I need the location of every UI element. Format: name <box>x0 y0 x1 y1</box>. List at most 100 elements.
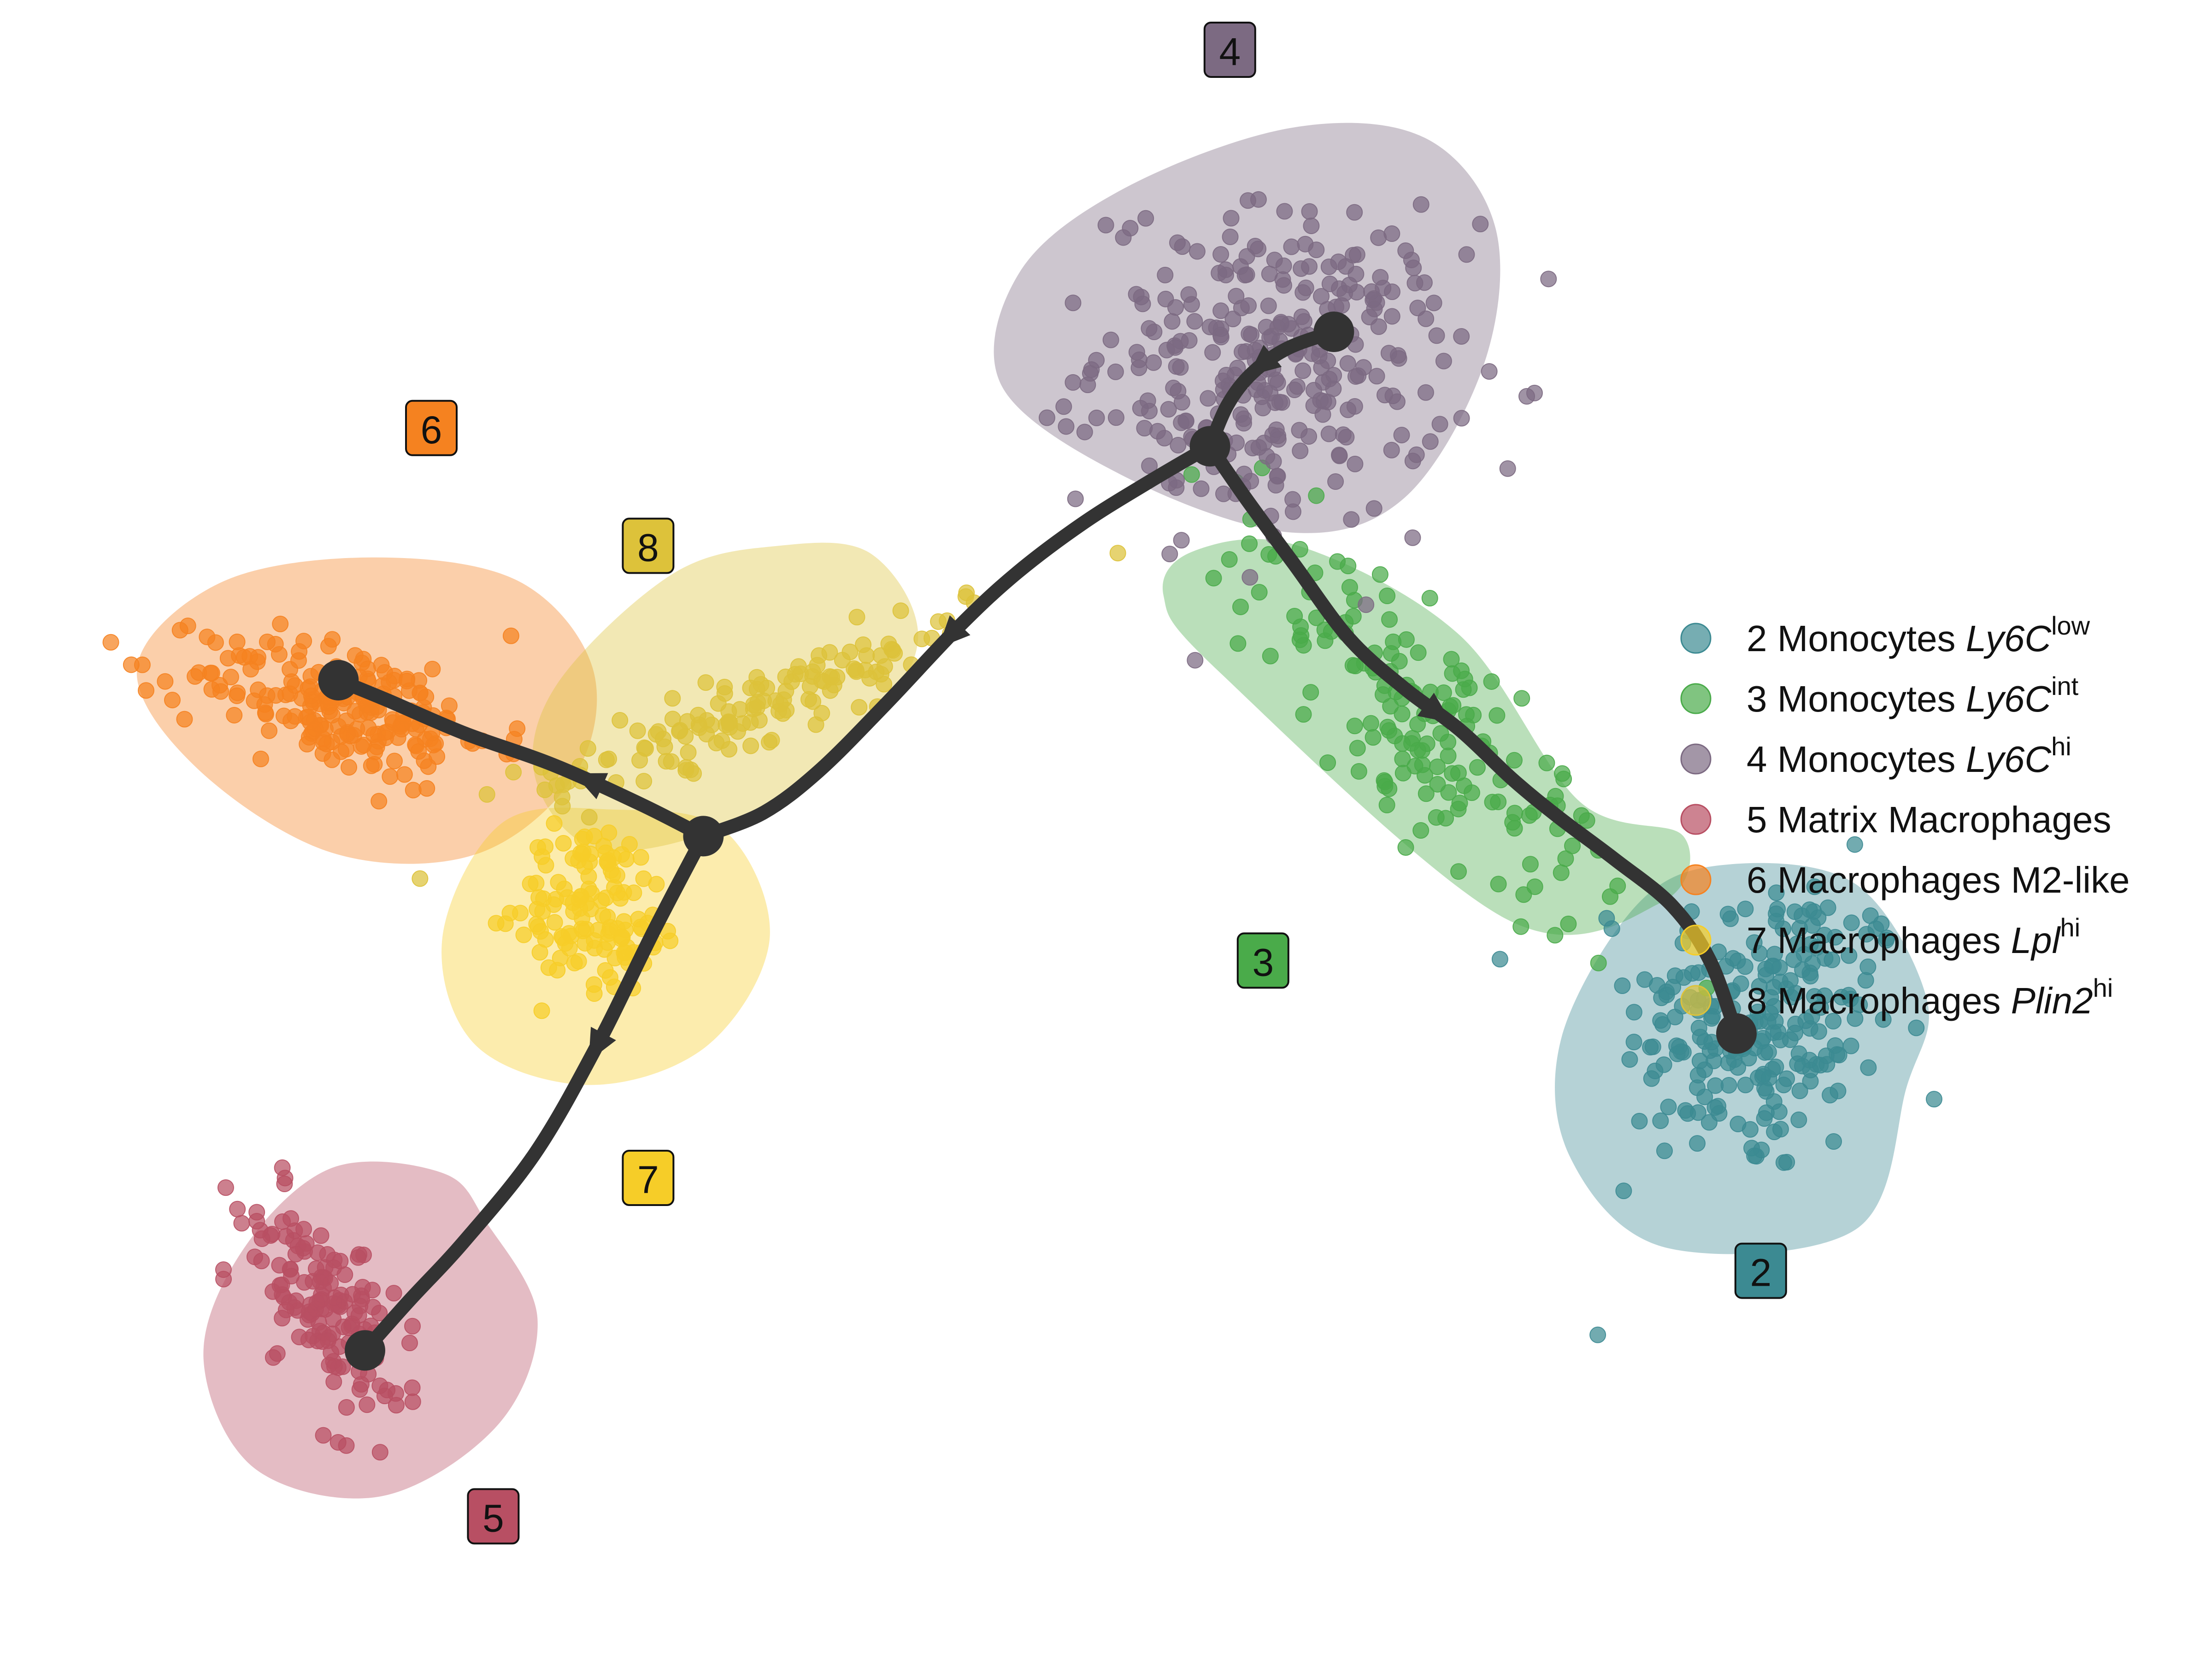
cell-point <box>1655 1056 1672 1073</box>
cell-point <box>1222 228 1239 245</box>
cell-point <box>1134 295 1151 312</box>
trajectory-arrow-2 <box>1417 693 1452 723</box>
cell-point <box>1431 416 1448 433</box>
cell-point <box>533 1002 550 1019</box>
cell-point <box>1193 480 1210 497</box>
cell-point <box>385 1285 402 1302</box>
cell-point <box>1573 807 1590 824</box>
cell-point <box>199 629 216 646</box>
cell-point <box>1212 302 1230 319</box>
cell-point <box>338 1437 355 1454</box>
cell-point <box>364 1282 381 1299</box>
cell-point <box>315 1427 332 1444</box>
cell-point <box>283 1268 300 1285</box>
cell-point <box>553 928 570 945</box>
cell-point <box>1409 716 1426 733</box>
cell-point <box>546 815 563 832</box>
cell-point <box>1822 1087 1839 1104</box>
cell-point <box>1301 203 1318 220</box>
cell-point <box>1317 632 1334 649</box>
cell-point <box>1291 541 1308 558</box>
cell-point <box>1444 665 1461 682</box>
cell-point <box>1625 1034 1642 1051</box>
cell-point <box>1232 258 1249 275</box>
cell-point <box>1130 359 1147 377</box>
cell-point <box>555 835 572 852</box>
cluster-badge-6: 6 <box>405 400 458 456</box>
cell-point <box>1908 1019 1925 1036</box>
legend-item-5: 5 Matrix Macrophages <box>1680 799 2111 840</box>
legend-item-3: 3 Monocytes Ly6Cint <box>1680 671 2079 719</box>
cell-point <box>1321 276 1338 293</box>
cell-point <box>1186 313 1203 330</box>
cell-point <box>1270 427 1287 444</box>
cell-point <box>215 1271 232 1288</box>
cell-point <box>1378 796 1395 813</box>
trajectory-arrow-3 <box>938 615 971 648</box>
cell-point <box>365 726 382 743</box>
cell-point <box>1157 290 1174 307</box>
cell-point <box>1368 294 1385 311</box>
cell-point <box>1700 1114 1718 1131</box>
cluster-badge-2: 2 <box>1734 1242 1787 1299</box>
cell-point <box>1841 947 1858 964</box>
cell-point <box>350 1307 367 1324</box>
cell-point <box>1276 203 1293 220</box>
cell-point <box>505 764 522 781</box>
cell-point <box>553 788 571 806</box>
cell-point <box>398 672 415 689</box>
cell-point <box>1825 1012 1842 1030</box>
legend-label: 5 Matrix Macrophages <box>1747 799 2111 840</box>
cell-point <box>291 643 308 660</box>
cell-point <box>618 939 635 956</box>
cell-point <box>1284 491 1301 508</box>
cell-point <box>1286 607 1303 624</box>
cell-point <box>1408 446 1425 463</box>
cell-point <box>1746 1147 1763 1165</box>
cell-point <box>528 875 545 892</box>
cell-point <box>235 649 253 666</box>
cell-point <box>1136 420 1153 437</box>
cell-point <box>1768 884 1785 901</box>
cell-point <box>1512 918 1530 935</box>
cell-point <box>1109 545 1126 562</box>
cell-point <box>229 687 246 704</box>
cell-point <box>600 855 617 872</box>
cell-point <box>282 1210 300 1227</box>
trajectory-node-n2 <box>1716 1013 1757 1054</box>
cell-point <box>371 1305 388 1322</box>
cell-point <box>1382 645 1400 662</box>
legend-label: 4 Monocytes Ly6Chi <box>1747 732 2071 780</box>
legend-item-6: 6 Macrophages M2-like <box>1680 859 2130 900</box>
cell-point <box>1228 434 1245 451</box>
cell-point <box>229 1200 246 1218</box>
trajectory-edge-4 <box>331 673 711 843</box>
cell-point <box>488 915 505 932</box>
cell-point <box>658 753 675 770</box>
cell-point <box>1348 246 1365 263</box>
legend-item-4: 4 Monocytes Ly6Chi <box>1680 732 2071 780</box>
cell-point <box>1631 1112 1648 1130</box>
cell-point <box>404 1318 421 1335</box>
cell-point <box>892 602 909 619</box>
cell-point <box>608 867 625 884</box>
cell-point <box>1444 765 1461 782</box>
cell-point <box>1055 398 1072 415</box>
cell-point <box>1499 460 1516 477</box>
cell-point <box>631 752 648 769</box>
cell-point <box>1229 359 1246 377</box>
cell-point <box>1297 279 1314 296</box>
cell-point <box>1375 280 1392 297</box>
cell-point <box>176 711 193 728</box>
cell-point <box>1749 1003 1766 1020</box>
cell-point <box>203 681 220 698</box>
cell-point <box>1383 441 1400 459</box>
cell-point <box>1412 196 1430 213</box>
cell-point <box>1765 998 1783 1015</box>
cell-point <box>1107 409 1124 426</box>
cell-point <box>580 868 597 885</box>
legend-key <box>1680 864 1712 895</box>
cell-point <box>1325 367 1342 384</box>
badge-box <box>622 518 675 574</box>
cell-point <box>1414 742 1431 759</box>
